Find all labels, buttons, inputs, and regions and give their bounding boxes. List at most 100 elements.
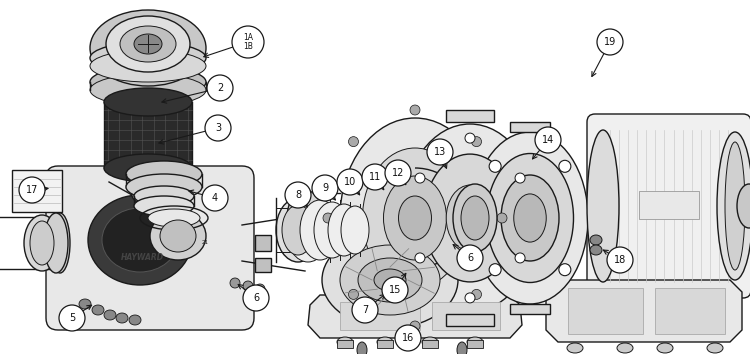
Ellipse shape [349, 289, 358, 299]
FancyBboxPatch shape [587, 114, 750, 298]
Ellipse shape [126, 161, 202, 187]
Ellipse shape [24, 215, 60, 271]
Ellipse shape [410, 105, 420, 115]
Bar [446, 314, 494, 326]
Text: 16: 16 [402, 333, 414, 343]
Ellipse shape [349, 137, 358, 147]
Ellipse shape [150, 212, 206, 260]
Ellipse shape [287, 190, 323, 246]
Circle shape [385, 160, 411, 186]
Ellipse shape [79, 299, 91, 309]
Ellipse shape [132, 185, 168, 205]
Ellipse shape [501, 175, 559, 261]
Ellipse shape [90, 74, 206, 106]
Ellipse shape [587, 130, 619, 282]
Circle shape [427, 139, 453, 165]
Ellipse shape [515, 173, 525, 183]
Ellipse shape [134, 196, 194, 216]
Bar [377, 340, 393, 348]
Ellipse shape [243, 281, 253, 291]
Ellipse shape [514, 194, 546, 242]
Circle shape [382, 277, 408, 303]
Circle shape [395, 325, 421, 351]
Ellipse shape [104, 154, 192, 182]
Circle shape [352, 297, 378, 323]
Bar [12, 170, 62, 212]
Ellipse shape [323, 213, 333, 223]
Text: 12: 12 [392, 168, 404, 178]
Circle shape [457, 245, 483, 271]
Text: 19: 19 [604, 37, 616, 47]
Text: 15: 15 [388, 285, 401, 295]
Ellipse shape [424, 154, 516, 282]
Circle shape [285, 182, 311, 208]
Ellipse shape [487, 154, 574, 282]
Text: 4: 4 [212, 193, 218, 203]
Bar [422, 340, 438, 348]
Ellipse shape [457, 342, 467, 354]
Polygon shape [308, 295, 522, 338]
Bar [255, 235, 271, 251]
Ellipse shape [374, 269, 406, 291]
Ellipse shape [402, 124, 538, 312]
Ellipse shape [134, 34, 162, 54]
Ellipse shape [453, 184, 497, 252]
Ellipse shape [415, 253, 425, 263]
Bar [446, 110, 494, 122]
Ellipse shape [322, 232, 458, 328]
Bar [655, 288, 725, 334]
Ellipse shape [415, 173, 425, 183]
Ellipse shape [362, 148, 467, 288]
Ellipse shape [465, 133, 475, 143]
Ellipse shape [340, 118, 490, 318]
Circle shape [597, 29, 623, 55]
Ellipse shape [88, 195, 192, 285]
Text: 21: 21 [202, 240, 208, 246]
Ellipse shape [590, 235, 602, 245]
Bar [340, 302, 420, 330]
Ellipse shape [255, 284, 265, 294]
Bar [510, 304, 550, 314]
Ellipse shape [129, 315, 141, 325]
Ellipse shape [559, 160, 571, 172]
Ellipse shape [383, 176, 446, 260]
FancyBboxPatch shape [46, 166, 254, 330]
Ellipse shape [358, 258, 422, 302]
Ellipse shape [737, 184, 750, 228]
Ellipse shape [725, 142, 745, 270]
Text: 3: 3 [215, 123, 221, 133]
Ellipse shape [50, 213, 70, 273]
Ellipse shape [461, 196, 489, 240]
Ellipse shape [106, 16, 190, 72]
Ellipse shape [446, 185, 494, 251]
Ellipse shape [590, 245, 602, 255]
Circle shape [202, 185, 228, 211]
Ellipse shape [116, 313, 128, 323]
Text: 18: 18 [614, 255, 626, 265]
Bar [510, 122, 550, 132]
Ellipse shape [465, 293, 475, 303]
Polygon shape [546, 280, 742, 342]
Ellipse shape [160, 220, 196, 252]
Ellipse shape [90, 10, 206, 86]
Text: 10: 10 [344, 177, 356, 187]
Polygon shape [104, 102, 192, 168]
Ellipse shape [489, 160, 501, 172]
Circle shape [535, 127, 561, 153]
Circle shape [205, 115, 231, 141]
Circle shape [607, 247, 633, 273]
Text: 8: 8 [295, 190, 301, 200]
Circle shape [243, 285, 269, 311]
Bar [467, 340, 483, 348]
Ellipse shape [300, 200, 340, 260]
Ellipse shape [90, 42, 206, 74]
Ellipse shape [286, 198, 330, 262]
Bar [337, 340, 353, 348]
Circle shape [337, 169, 363, 195]
Ellipse shape [44, 213, 68, 273]
Ellipse shape [515, 253, 525, 263]
Bar [255, 258, 271, 272]
Text: 6: 6 [467, 253, 473, 263]
Circle shape [19, 177, 45, 203]
Ellipse shape [341, 206, 369, 254]
